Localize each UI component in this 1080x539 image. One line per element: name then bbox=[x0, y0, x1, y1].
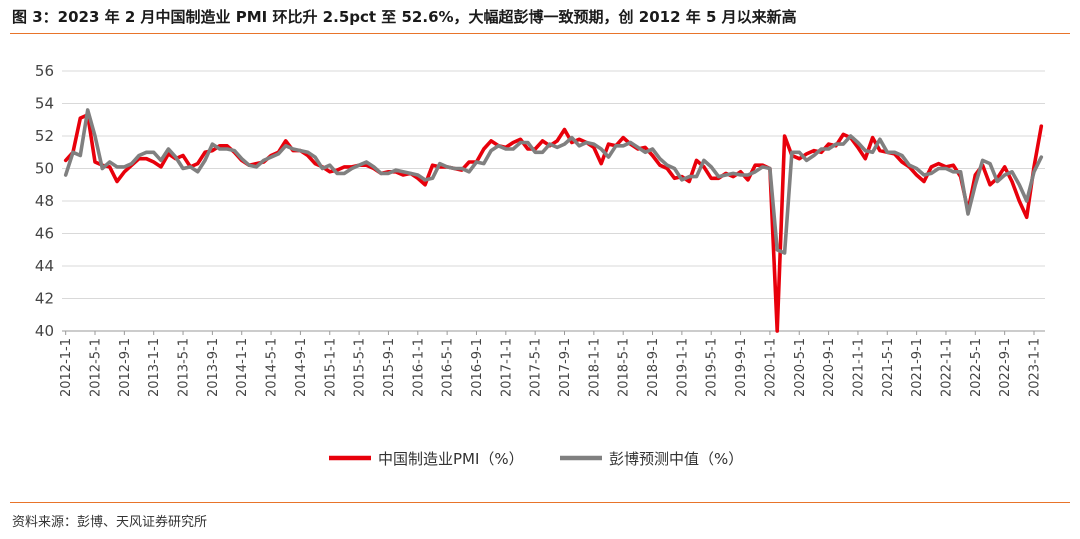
x-tick-label: 2013-5-1 bbox=[177, 338, 192, 397]
x-tick-label: 2021-5-1 bbox=[881, 338, 896, 397]
series-lines bbox=[63, 108, 1044, 333]
x-tick-label: 2014-9-1 bbox=[294, 338, 309, 397]
x-tick-label: 2012-5-1 bbox=[89, 338, 104, 397]
x-tick-label: 2016-9-1 bbox=[470, 338, 485, 397]
legend: 中国制造业PMI（%） 彭博预测中值（%） bbox=[329, 450, 743, 468]
x-tick-label: 2017-1-1 bbox=[499, 338, 514, 397]
y-tick-label: 42 bbox=[35, 290, 54, 308]
series-line-0 bbox=[63, 113, 1044, 333]
x-tick-label: 2022-5-1 bbox=[969, 338, 984, 397]
x-tick-label: 2022-9-1 bbox=[998, 338, 1013, 397]
y-tick-label: 56 bbox=[35, 62, 54, 80]
x-tick-label: 2016-1-1 bbox=[411, 338, 426, 397]
title-divider bbox=[10, 33, 1070, 34]
x-tick-label: 2017-5-1 bbox=[529, 338, 544, 397]
x-tick-label: 2017-9-1 bbox=[558, 338, 573, 397]
y-tick-label: 40 bbox=[35, 322, 54, 340]
x-tick-label: 2013-1-1 bbox=[147, 338, 162, 397]
x-axis: 2012-1-1 2012-5-1 2012-9-1 2013-1-1 2013-5-1… bbox=[59, 330, 1045, 397]
y-tick-label: 52 bbox=[35, 127, 54, 145]
x-tick-label: 2015-5-1 bbox=[353, 338, 368, 397]
source-note: 资料来源：彭博、天风证券研究所 bbox=[12, 515, 208, 530]
x-tick-label: 2016-5-1 bbox=[441, 338, 456, 397]
x-tick-label: 2012-1-1 bbox=[59, 338, 74, 397]
x-tick-label: 2012-9-1 bbox=[118, 338, 133, 397]
y-tick-label: 50 bbox=[35, 160, 54, 178]
x-tick-label: 2019-5-1 bbox=[705, 338, 720, 397]
x-tick-label: 2015-9-1 bbox=[382, 338, 397, 397]
x-tick-label: 2014-5-1 bbox=[265, 338, 280, 397]
y-axis: 40 42 44 46 48 50 52 54 56 bbox=[35, 62, 54, 340]
grid-lines bbox=[62, 70, 1045, 332]
x-tick-label: 2018-5-1 bbox=[617, 338, 632, 397]
y-tick-label: 48 bbox=[35, 192, 54, 210]
y-tick-label: 46 bbox=[35, 225, 54, 243]
legend-label-0: 中国制造业PMI（%） bbox=[378, 450, 524, 468]
source-divider bbox=[10, 502, 1070, 503]
series-line-1 bbox=[63, 108, 1044, 255]
x-tick-label: 2021-1-1 bbox=[851, 338, 866, 397]
x-tick-label: 2015-1-1 bbox=[323, 338, 338, 397]
x-tick-label: 2020-5-1 bbox=[793, 338, 808, 397]
x-tick-label: 2018-9-1 bbox=[646, 338, 661, 397]
figure-title: 图 3：2023 年 2 月中国制造业 PMI 环比升 2.5pct 至 52.… bbox=[12, 8, 797, 26]
x-tick-label: 2020-9-1 bbox=[822, 338, 837, 397]
x-tick-label: 2023-1-1 bbox=[1027, 338, 1042, 397]
x-tick-label: 2014-1-1 bbox=[235, 338, 250, 397]
x-tick-label: 2020-1-1 bbox=[763, 338, 778, 397]
y-tick-label: 54 bbox=[35, 95, 54, 113]
x-tick-label: 2021-9-1 bbox=[910, 338, 925, 397]
x-tick-label: 2019-1-1 bbox=[675, 338, 690, 397]
y-tick-label: 44 bbox=[35, 257, 54, 275]
x-tick-label: 2022-1-1 bbox=[939, 338, 954, 397]
legend-label-1: 彭博预测中值（%） bbox=[609, 450, 743, 468]
x-tick-label: 2018-1-1 bbox=[587, 338, 602, 397]
x-tick-label: 2013-9-1 bbox=[206, 338, 221, 397]
x-tick-label: 2019-9-1 bbox=[734, 338, 749, 397]
